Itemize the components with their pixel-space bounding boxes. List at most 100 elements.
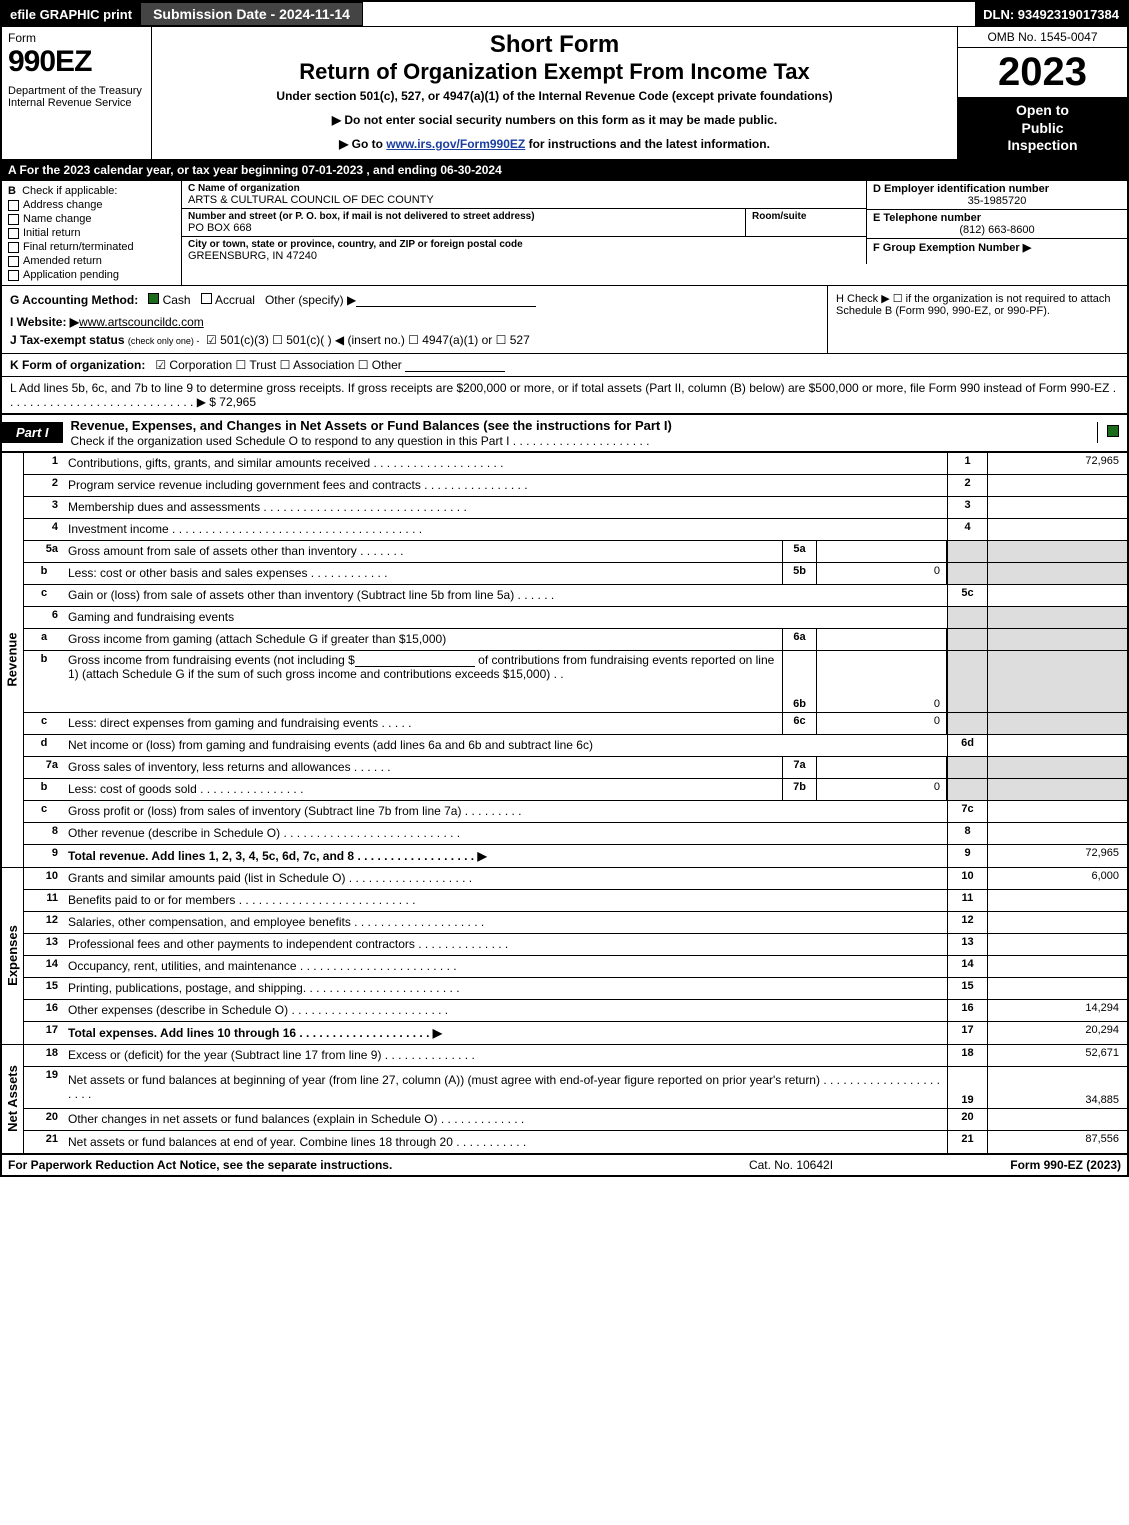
line-rnum [947, 541, 987, 562]
h-text: H Check ▶ ☐ if the organization is not r… [836, 293, 1111, 317]
line-rval: 72,965 [987, 453, 1127, 474]
line-6b: b Gross income from fundraising events (… [24, 651, 1127, 713]
line-a: A For the 2023 calendar year, or tax yea… [2, 159, 1127, 180]
section-c: C Name of organization ARTS & CULTURAL C… [182, 181, 867, 264]
part-title-text: Revenue, Expenses, and Changes in Net As… [71, 418, 672, 433]
line-num: b [24, 651, 64, 712]
chk-initial-return[interactable]: Initial return [8, 227, 175, 239]
chk-final-return[interactable]: Final return/terminated [8, 241, 175, 253]
mid-val: 0 [817, 779, 947, 800]
expenses-label: Expenses [5, 925, 20, 986]
line-16: 16 Other expenses (describe in Schedule … [24, 1000, 1127, 1022]
dln-label: DLN: 93492319017384 [975, 2, 1127, 26]
part-title: Revenue, Expenses, and Changes in Net As… [63, 415, 1097, 451]
f-label: F Group Exemption Number ▶ [873, 241, 1121, 254]
line-num: 15 [24, 978, 64, 999]
mid-val: 0 [817, 651, 947, 712]
b-check-label: Check if applicable: [22, 185, 117, 197]
chk-label: Application pending [23, 269, 119, 281]
mid-val: 0 [817, 713, 947, 734]
instruction-1: ▶ Do not enter social security numbers o… [160, 113, 949, 127]
netassets-vtab: Net Assets [2, 1045, 24, 1153]
g-label: G Accounting Method: [10, 293, 138, 307]
chk-amended-return[interactable]: Amended return [8, 255, 175, 267]
dept-label: Department of the Treasury Internal Reve… [8, 85, 145, 109]
section-b: B Check if applicable: Address change Na… [2, 181, 182, 285]
c-city-row: City or town, state or province, country… [182, 237, 866, 264]
form-number: 990EZ [8, 45, 145, 79]
line-rval [987, 978, 1127, 999]
instr2-post: for instructions and the latest informat… [525, 137, 770, 151]
line-8: 8 Other revenue (describe in Schedule O)… [24, 823, 1127, 845]
line-num: b [24, 779, 64, 800]
line-desc: Contributions, gifts, grants, and simila… [64, 453, 947, 474]
blank-line [355, 655, 475, 667]
chk-label: Initial return [23, 227, 80, 239]
line-5a: 5a Gross amount from sale of assets othe… [24, 541, 1127, 563]
expenses-grid: Expenses 10 Grants and similar amounts p… [2, 867, 1127, 1044]
line-num: 12 [24, 912, 64, 933]
chk-application-pending[interactable]: Application pending [8, 269, 175, 281]
line-num: b [24, 563, 64, 584]
line-h: H Check ▶ ☐ if the organization is not r… [827, 286, 1127, 353]
irs-link[interactable]: www.irs.gov/Form990EZ [386, 137, 525, 151]
chk-label: Final return/terminated [23, 241, 134, 253]
line-6c: c Less: direct expenses from gaming and … [24, 713, 1127, 735]
chk-label: Address change [23, 199, 103, 211]
line-rnum: 18 [947, 1045, 987, 1066]
i-label: I Website: ▶ [10, 315, 79, 329]
form-header: Form 990EZ Department of the Treasury In… [2, 26, 1127, 159]
line-desc: Net income or (loss) from gaming and fun… [64, 735, 947, 756]
j-opts: ☑ 501(c)(3) ☐ 501(c)( ) ◀ (insert no.) ☐… [206, 333, 530, 347]
chk-address-change[interactable]: Address change [8, 199, 175, 211]
c-city-label: City or town, state or province, country… [188, 239, 860, 250]
header-left: Form 990EZ Department of the Treasury In… [2, 27, 152, 159]
line-rnum: 17 [947, 1022, 987, 1044]
line-rnum [947, 629, 987, 650]
line-desc: Benefits paid to or for members . . . . … [64, 890, 947, 911]
line-desc: Membership dues and assessments . . . . … [64, 497, 947, 518]
expenses-vtab: Expenses [2, 868, 24, 1044]
line-desc: Net assets or fund balances at beginning… [64, 1067, 947, 1108]
chk-name-change[interactable]: Name change [8, 213, 175, 225]
line-num: 4 [24, 519, 64, 540]
d-label: D Employer identification number [873, 183, 1121, 195]
revenue-body: 1 Contributions, gifts, grants, and simi… [24, 453, 1127, 867]
checkbox-icon [8, 270, 19, 281]
footer: For Paperwork Reduction Act Notice, see … [2, 1153, 1127, 1175]
line-7b: b Less: cost of goods sold . . . . . . .… [24, 779, 1127, 801]
line-desc: Total revenue. Add lines 1, 2, 3, 4, 5c,… [64, 845, 947, 867]
line-rnum: 7c [947, 801, 987, 822]
expenses-body: 10 Grants and similar amounts paid (list… [24, 868, 1127, 1044]
line-num: 6 [24, 607, 64, 628]
org-address: PO BOX 668 [188, 222, 739, 234]
mid-val [817, 757, 947, 778]
title-short-form: Short Form [160, 31, 949, 59]
line-rval [987, 713, 1127, 734]
line-rnum: 19 [947, 1067, 987, 1108]
line-rnum: 5c [947, 585, 987, 606]
line-g: G Accounting Method: Cash Accrual Other … [10, 292, 819, 307]
l-value: 72,965 [219, 395, 256, 409]
6b-d1: Gross income from fundraising events (no… [68, 653, 355, 667]
line-num: 8 [24, 823, 64, 844]
g-other: Other (specify) ▶ [265, 293, 356, 307]
line-rnum: 3 [947, 497, 987, 518]
line-num: 13 [24, 934, 64, 955]
line-desc: Gross income from fundraising events (no… [64, 651, 782, 712]
line-5b: b Less: cost or other basis and sales ex… [24, 563, 1127, 585]
line-rval [987, 757, 1127, 778]
line-20: 20 Other changes in net assets or fund b… [24, 1109, 1127, 1131]
line-l: L Add lines 5b, 6c, and 7b to line 9 to … [2, 376, 1127, 413]
line-rval: 34,885 [987, 1067, 1127, 1108]
line-j: J Tax-exempt status (check only one) - ☑… [10, 333, 819, 347]
revenue-grid: Revenue 1 Contributions, gifts, grants, … [2, 452, 1127, 867]
line-num: 1 [24, 453, 64, 474]
form-990ez-page: efile GRAPHIC print Submission Date - 20… [0, 0, 1129, 1177]
mid-num: 7b [782, 779, 817, 800]
line-num: 7a [24, 757, 64, 778]
line-num: 17 [24, 1022, 64, 1044]
line-rnum: 20 [947, 1109, 987, 1130]
line-num: 14 [24, 956, 64, 977]
line-k: K Form of organization: ☑ Corporation ☐ … [2, 353, 1127, 376]
